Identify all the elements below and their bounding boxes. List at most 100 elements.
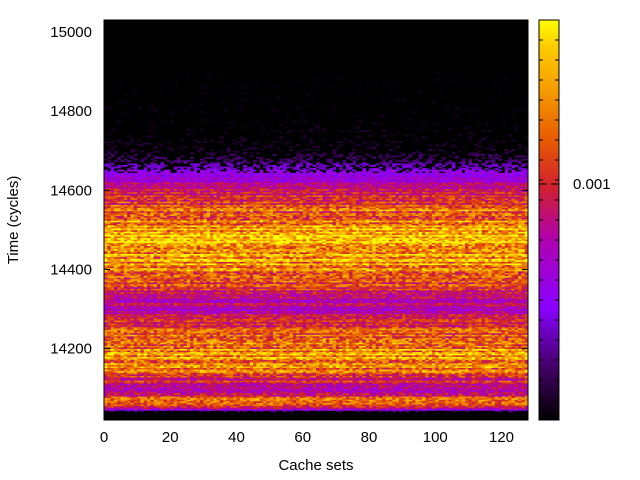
heatmap-cell: [176, 394, 181, 397]
heatmap-cell: [475, 405, 479, 408]
heatmap-cell: [117, 386, 121, 389]
heatmap-cell: [508, 408, 512, 411]
heatmap-cell: [468, 405, 472, 408]
heatmap-cell: [402, 391, 406, 394]
heatmap-cell: [335, 393, 340, 395]
heatmap-cell: [451, 388, 456, 391]
heatmap-cell: [216, 386, 221, 389]
heatmap-cell: [501, 408, 506, 411]
heatmap-cell: [176, 399, 181, 402]
heatmap-cell: [219, 386, 224, 389]
heatmap-cell: [378, 407, 383, 410]
heatmap-cell: [355, 396, 360, 399]
heatmap-cell: [117, 397, 121, 400]
heatmap-cell: [322, 386, 327, 389]
heatmap-cell: [392, 399, 396, 402]
heatmap-cell: [206, 402, 211, 405]
heatmap-cell: [180, 386, 184, 389]
heatmap-cell: [160, 399, 164, 402]
heatmap-cell: [166, 389, 171, 392]
heatmap-cell: [438, 408, 443, 411]
heatmap-cell: [478, 391, 482, 394]
heatmap-cell: [143, 402, 148, 405]
heatmap-cell: [362, 405, 366, 408]
heatmap-cell: [143, 396, 148, 399]
heatmap-cell: [256, 388, 260, 391]
heatmap-cell: [375, 388, 380, 391]
heatmap-cell: [216, 404, 221, 407]
heatmap-cell: [398, 405, 403, 408]
heatmap-cell: [335, 404, 340, 407]
heatmap-cell: [362, 391, 366, 394]
heatmap-cell: [511, 408, 516, 411]
heatmap-cell: [306, 410, 310, 413]
heatmap-cell: [226, 397, 231, 400]
heatmap-cell: [286, 402, 290, 405]
heatmap-cell: [478, 389, 482, 392]
heatmap-cell: [352, 396, 357, 399]
heatmap-cell: [104, 396, 108, 399]
heatmap-cell: [372, 397, 376, 400]
heatmap-cell: [183, 407, 188, 410]
heatmap-cell: [253, 397, 257, 400]
heatmap-cell: [253, 407, 257, 410]
heatmap-cell: [243, 396, 247, 399]
heatmap-cell: [259, 410, 264, 413]
heatmap-cell: [127, 399, 131, 402]
heatmap-cell: [451, 408, 456, 411]
heatmap-cell: [176, 386, 181, 389]
heatmap-cell: [402, 402, 406, 405]
heatmap-cell: [223, 386, 227, 389]
heatmap-cell: [372, 388, 376, 391]
heatmap-cell: [369, 404, 373, 407]
heatmap-cell: [498, 396, 502, 399]
heatmap-cell: [362, 400, 366, 403]
heatmap-cell: [425, 396, 429, 399]
heatmap-cell: [143, 394, 148, 397]
heatmap-cell: [369, 405, 373, 408]
heatmap-cell: [501, 396, 506, 399]
heatmap-cell: [180, 396, 184, 399]
heatmap-cell: [392, 394, 396, 397]
heatmap-cell: [256, 405, 260, 408]
heatmap-cell: [130, 391, 135, 394]
heatmap-cell: [216, 396, 221, 399]
heatmap-cell: [431, 393, 436, 395]
heatmap-cell: [127, 402, 131, 405]
heatmap-cell: [219, 396, 224, 399]
heatmap-cell: [153, 388, 158, 391]
heatmap-cell: [332, 408, 337, 411]
heatmap-cell: [123, 404, 128, 407]
heatmap-cell: [349, 405, 353, 408]
heatmap-cell: [448, 397, 453, 400]
heatmap-cell: [117, 404, 121, 407]
heatmap-cell: [170, 396, 174, 399]
heatmap-cell: [451, 397, 456, 400]
heatmap-cell: [325, 407, 330, 410]
heatmap-cell: [239, 400, 244, 403]
heatmap-cell: [233, 391, 237, 394]
heatmap-cell: [316, 386, 320, 389]
heatmap-cell: [325, 405, 330, 408]
heatmap-cell: [339, 405, 343, 408]
heatmap-cell: [504, 391, 509, 394]
heatmap-cell: [425, 400, 429, 403]
heatmap-cell: [153, 397, 158, 400]
heatmap-cell: [355, 389, 360, 392]
heatmap-cell: [448, 393, 453, 395]
heatmap-cell: [355, 391, 360, 394]
heatmap-cell: [518, 402, 522, 405]
heatmap-cell: [365, 396, 370, 399]
heatmap-cell: [332, 396, 337, 399]
heatmap-cell: [180, 399, 184, 402]
heatmap-cell: [157, 408, 161, 411]
heatmap-cell: [342, 402, 347, 405]
heatmap-cell: [511, 405, 516, 408]
heatmap-cell: [461, 405, 466, 408]
heatmap-cell: [170, 402, 174, 405]
heatmap-cell: [223, 391, 227, 394]
heatmap-cell: [286, 399, 290, 402]
heatmap-cell: [226, 402, 231, 405]
heatmap-cell: [524, 399, 529, 402]
heatmap-cell: [243, 389, 247, 392]
